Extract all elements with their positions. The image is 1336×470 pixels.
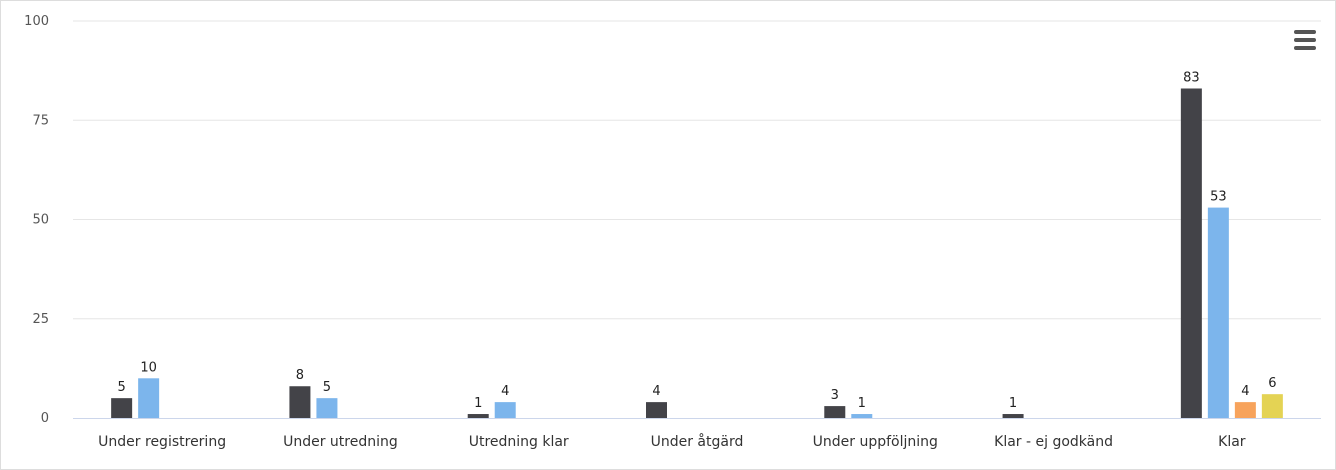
y-tick-label: 0 [41,411,49,426]
bar[interactable] [646,402,667,418]
bar[interactable] [316,398,338,418]
gridlines [73,20,1321,320]
data-label: 4 [652,384,660,399]
x-tick-label: Klar [1218,434,1246,450]
bars [111,88,1283,419]
data-label: 4 [501,384,509,399]
bar[interactable] [1207,207,1229,418]
hamburger-menu-icon[interactable] [1291,27,1319,53]
data-labels: 5 10 8 5 1 4 4 3 1 1 83 53 4 6 [118,70,1277,411]
data-label: 1 [474,396,482,411]
x-tick-label: Under utredning [283,434,398,450]
x-tick-label: Utredning klar [469,434,569,450]
y-tick-label: 100 [24,14,49,29]
data-label: 10 [140,360,157,375]
x-tick-label: Under åtgärd [651,433,744,450]
x-tick-label: Under registrering [98,434,226,450]
bar[interactable] [1261,394,1283,418]
data-label: 4 [1241,384,1249,399]
data-label: 5 [118,380,126,395]
bar[interactable] [138,378,160,418]
bar[interactable] [289,386,311,418]
data-label: 6 [1268,376,1276,391]
bar[interactable] [1002,414,1024,418]
bar[interactable] [111,398,133,418]
data-label: 8 [296,368,304,383]
x-axis: Under registrering Under utredning Utredni… [73,418,1321,450]
x-tick-label: Under uppföljning [813,434,938,450]
data-label: 3 [831,388,839,403]
y-axis: 0 25 50 75 100 [24,14,49,426]
data-label: 1 [1009,396,1017,411]
y-tick-label: 25 [32,312,49,327]
bar[interactable] [1180,88,1202,419]
bar[interactable] [494,402,516,418]
y-tick-label: 50 [32,213,49,228]
y-tick-label: 75 [32,113,49,128]
x-tick-label: Klar - ej godkänd [994,434,1113,450]
data-label: 1 [858,396,866,411]
bar[interactable] [824,406,846,418]
bar[interactable] [1234,402,1256,418]
data-label: 53 [1210,190,1227,205]
bar[interactable] [851,414,873,418]
bar[interactable] [467,414,489,418]
data-label: 5 [323,380,331,395]
data-label: 83 [1183,70,1200,85]
